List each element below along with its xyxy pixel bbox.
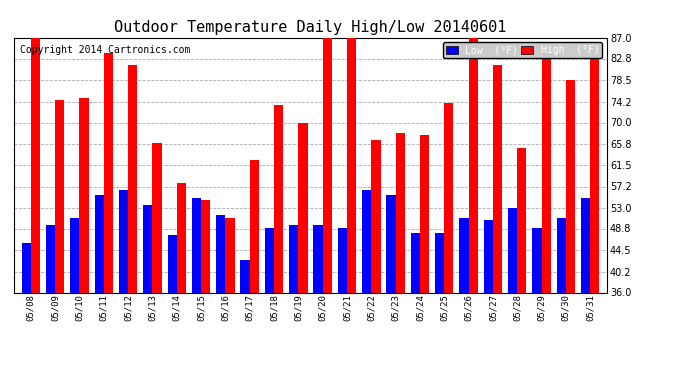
Bar: [444, 102, 453, 292]
Bar: [152, 142, 161, 292]
Legend: Low  (°F), High  (°F): Low (°F), High (°F): [443, 42, 602, 58]
Bar: [79, 98, 89, 292]
Bar: [128, 65, 137, 292]
Bar: [31, 38, 40, 292]
Bar: [46, 225, 55, 292]
Bar: [395, 132, 405, 292]
Bar: [95, 195, 103, 292]
Bar: [313, 225, 323, 292]
Bar: [216, 215, 226, 292]
Bar: [289, 225, 298, 292]
Bar: [55, 100, 64, 292]
Bar: [581, 198, 590, 292]
Bar: [532, 228, 542, 292]
Title: Outdoor Temperature Daily High/Low 20140601: Outdoor Temperature Daily High/Low 20140…: [115, 20, 506, 35]
Bar: [274, 105, 284, 292]
Bar: [323, 38, 332, 292]
Bar: [177, 183, 186, 292]
Bar: [70, 217, 79, 292]
Bar: [226, 217, 235, 292]
Bar: [21, 243, 31, 292]
Bar: [557, 217, 566, 292]
Bar: [542, 55, 551, 292]
Bar: [411, 232, 420, 292]
Bar: [337, 228, 347, 292]
Bar: [192, 198, 201, 292]
Bar: [590, 53, 600, 292]
Bar: [518, 147, 526, 292]
Bar: [144, 205, 152, 292]
Text: Copyright 2014 Cartronics.com: Copyright 2014 Cartronics.com: [20, 45, 190, 55]
Bar: [420, 135, 429, 292]
Bar: [201, 200, 210, 292]
Bar: [469, 38, 477, 292]
Bar: [460, 217, 469, 292]
Bar: [508, 207, 518, 292]
Bar: [493, 65, 502, 292]
Bar: [119, 190, 128, 292]
Bar: [362, 190, 371, 292]
Bar: [298, 123, 308, 292]
Bar: [250, 160, 259, 292]
Bar: [240, 260, 250, 292]
Bar: [484, 220, 493, 292]
Bar: [566, 80, 575, 292]
Bar: [347, 38, 356, 292]
Bar: [386, 195, 395, 292]
Bar: [371, 140, 381, 292]
Bar: [435, 232, 444, 292]
Bar: [265, 228, 274, 292]
Bar: [104, 53, 113, 292]
Bar: [168, 235, 177, 292]
